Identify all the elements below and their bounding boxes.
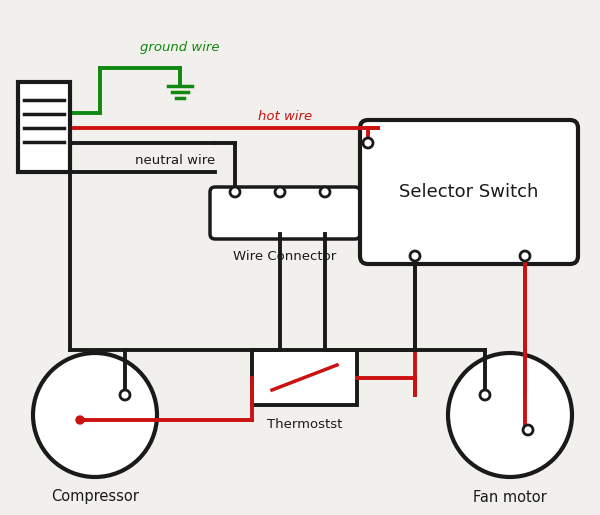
Text: Selector Switch: Selector Switch (400, 183, 539, 201)
Circle shape (363, 138, 373, 148)
Text: neutral wire: neutral wire (135, 153, 215, 166)
Text: hot wire: hot wire (258, 110, 312, 123)
Text: Wire Connector: Wire Connector (233, 249, 337, 263)
FancyBboxPatch shape (18, 82, 70, 172)
Circle shape (76, 416, 84, 424)
Text: Thermostst: Thermostst (267, 419, 342, 432)
Circle shape (33, 353, 157, 477)
FancyBboxPatch shape (360, 120, 578, 264)
Circle shape (523, 425, 533, 435)
Circle shape (480, 390, 490, 400)
Text: Fan motor: Fan motor (473, 489, 547, 505)
Circle shape (120, 390, 130, 400)
Circle shape (230, 187, 240, 197)
Circle shape (275, 187, 285, 197)
Circle shape (448, 353, 572, 477)
Circle shape (410, 251, 420, 261)
Circle shape (520, 251, 530, 261)
FancyBboxPatch shape (252, 350, 357, 405)
Text: ground wire: ground wire (140, 42, 220, 55)
FancyBboxPatch shape (210, 187, 360, 239)
Circle shape (320, 187, 330, 197)
Text: Compressor: Compressor (51, 489, 139, 505)
